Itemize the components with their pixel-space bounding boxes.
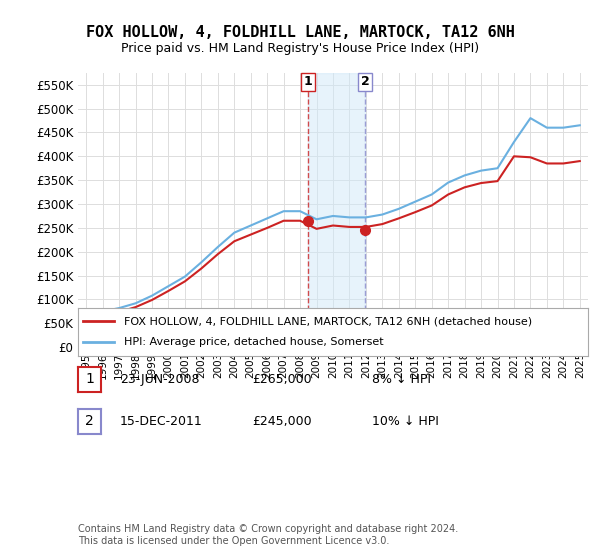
Text: Price paid vs. HM Land Registry's House Price Index (HPI): Price paid vs. HM Land Registry's House … [121, 42, 479, 55]
Text: £265,000: £265,000 [252, 373, 311, 386]
Text: 2: 2 [361, 76, 370, 88]
Text: 1: 1 [85, 372, 94, 386]
Text: 2: 2 [85, 414, 94, 428]
Text: HPI: Average price, detached house, Somerset: HPI: Average price, detached house, Some… [124, 337, 383, 347]
Text: FOX HOLLOW, 4, FOLDHILL LANE, MARTOCK, TA12 6NH (detached house): FOX HOLLOW, 4, FOLDHILL LANE, MARTOCK, T… [124, 316, 532, 326]
Text: 10% ↓ HPI: 10% ↓ HPI [372, 415, 439, 428]
Text: 15-DEC-2011: 15-DEC-2011 [120, 415, 203, 428]
Text: £245,000: £245,000 [252, 415, 311, 428]
Text: FOX HOLLOW, 4, FOLDHILL LANE, MARTOCK, TA12 6NH: FOX HOLLOW, 4, FOLDHILL LANE, MARTOCK, T… [86, 25, 514, 40]
Bar [308, 73, 365, 347]
Text: Contains HM Land Registry data © Crown copyright and database right 2024.
This d: Contains HM Land Registry data © Crown c… [78, 524, 458, 546]
Text: 8% ↓ HPI: 8% ↓ HPI [372, 373, 431, 386]
Text: 1: 1 [304, 76, 312, 88]
Text: 23-JUN-2008: 23-JUN-2008 [120, 373, 199, 386]
